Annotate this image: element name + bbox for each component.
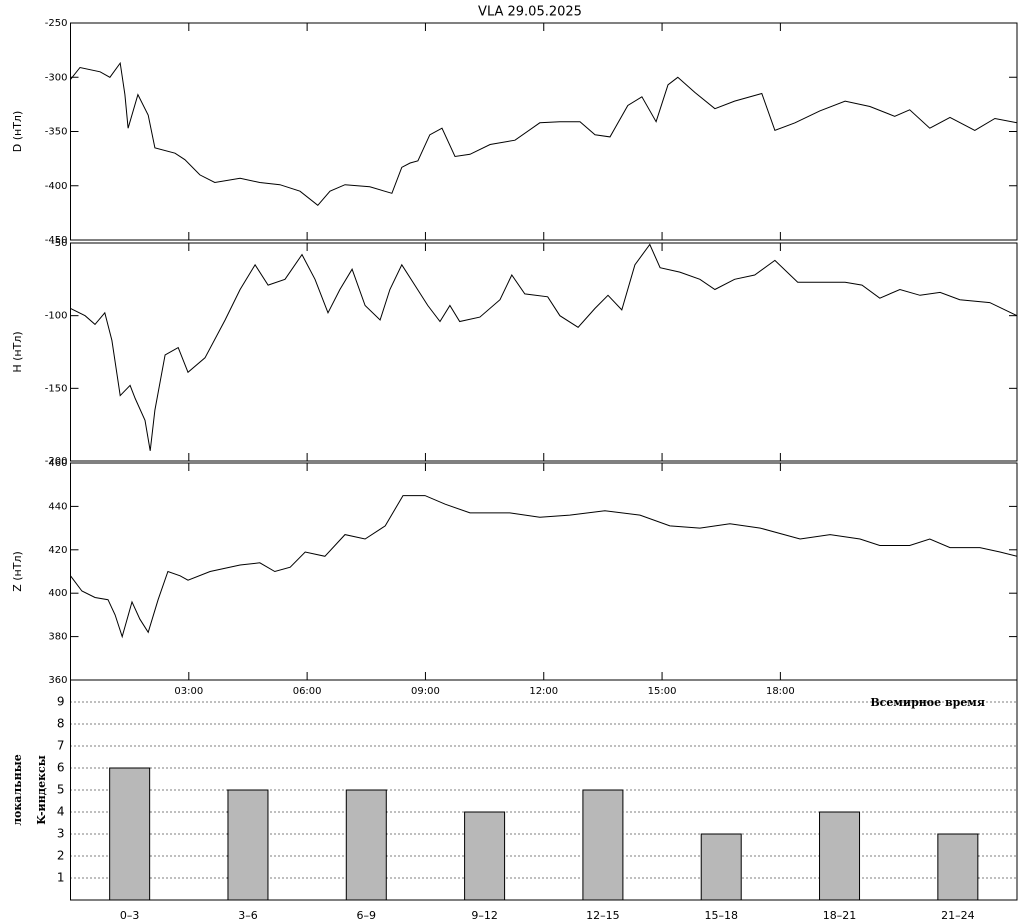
y-tick-label: -200 bbox=[45, 456, 68, 467]
x-axis-label: Всемирное время bbox=[870, 696, 985, 709]
x-tick-label: 06:00 bbox=[293, 686, 322, 697]
x-tick-label: 6–9 bbox=[357, 909, 377, 921]
y-tick-label: -100 bbox=[45, 311, 68, 322]
x-tick-label: 15:00 bbox=[648, 686, 677, 697]
x-tick-label: 15–18 bbox=[704, 909, 738, 921]
y-axis-label: D (нТл) bbox=[11, 111, 24, 153]
x-tick-label: 0–3 bbox=[120, 909, 140, 921]
x-tick-label: 12:00 bbox=[529, 686, 558, 697]
y-tick-label: -50 bbox=[51, 238, 67, 249]
bar bbox=[700, 833, 742, 901]
y-tick-label: 440 bbox=[48, 501, 67, 512]
bar bbox=[109, 767, 151, 901]
x-tick-label: 21–24 bbox=[941, 909, 975, 921]
data-line bbox=[70, 243, 1018, 451]
x-tick-label: 3–6 bbox=[238, 909, 258, 921]
bar bbox=[819, 811, 861, 901]
x-tick-label: 18–21 bbox=[823, 909, 857, 921]
bar bbox=[582, 789, 624, 901]
y-axis-label: K-индексы bbox=[35, 755, 48, 825]
y-tick-label: -350 bbox=[45, 127, 68, 138]
data-line bbox=[70, 61, 1018, 206]
y-tick-label: 8 bbox=[57, 717, 65, 731]
x-tick-label: 18:00 bbox=[766, 686, 795, 697]
panel-frame bbox=[70, 462, 1018, 681]
chart-title: VLA 29.05.2025 bbox=[478, 5, 582, 20]
y-axis-label: локальные bbox=[11, 754, 24, 825]
y-tick-label: 9 bbox=[57, 695, 65, 709]
y-tick-label: 460 bbox=[48, 458, 67, 469]
y-tick-label: 3 bbox=[57, 827, 65, 841]
y-tick-label: 380 bbox=[48, 632, 67, 643]
y-tick-label: 420 bbox=[48, 545, 67, 556]
bar bbox=[345, 789, 387, 901]
y-tick-label: 6 bbox=[57, 761, 65, 775]
bar bbox=[227, 789, 269, 901]
y-tick-label: 4 bbox=[57, 805, 65, 819]
y-tick-label: 7 bbox=[57, 739, 65, 753]
y-tick-label: -400 bbox=[45, 181, 68, 192]
y-tick-label: -150 bbox=[45, 383, 68, 394]
y-tick-label: 1 bbox=[57, 871, 65, 885]
x-tick-label: 09:00 bbox=[411, 686, 440, 697]
y-tick-label: 400 bbox=[48, 588, 67, 599]
panel-frame bbox=[70, 242, 1018, 462]
y-tick-label: -300 bbox=[45, 72, 68, 83]
x-tick-label: 9–12 bbox=[471, 909, 498, 921]
panel-frame bbox=[70, 22, 1018, 241]
bar bbox=[464, 811, 506, 901]
bar bbox=[937, 833, 979, 901]
x-tick-label: 12–15 bbox=[586, 909, 620, 921]
y-tick-label: -250 bbox=[45, 18, 68, 29]
y-tick-label: 2 bbox=[57, 849, 65, 863]
y-axis-label: Z (нТл) bbox=[11, 551, 24, 592]
y-axis-label: H (нТл) bbox=[11, 331, 24, 372]
x-tick-label: 03:00 bbox=[174, 686, 203, 697]
data-line bbox=[70, 495, 1018, 639]
y-tick-label: 5 bbox=[57, 783, 65, 797]
y-tick-label: -450 bbox=[45, 235, 68, 246]
y-tick-label: 360 bbox=[48, 675, 67, 686]
